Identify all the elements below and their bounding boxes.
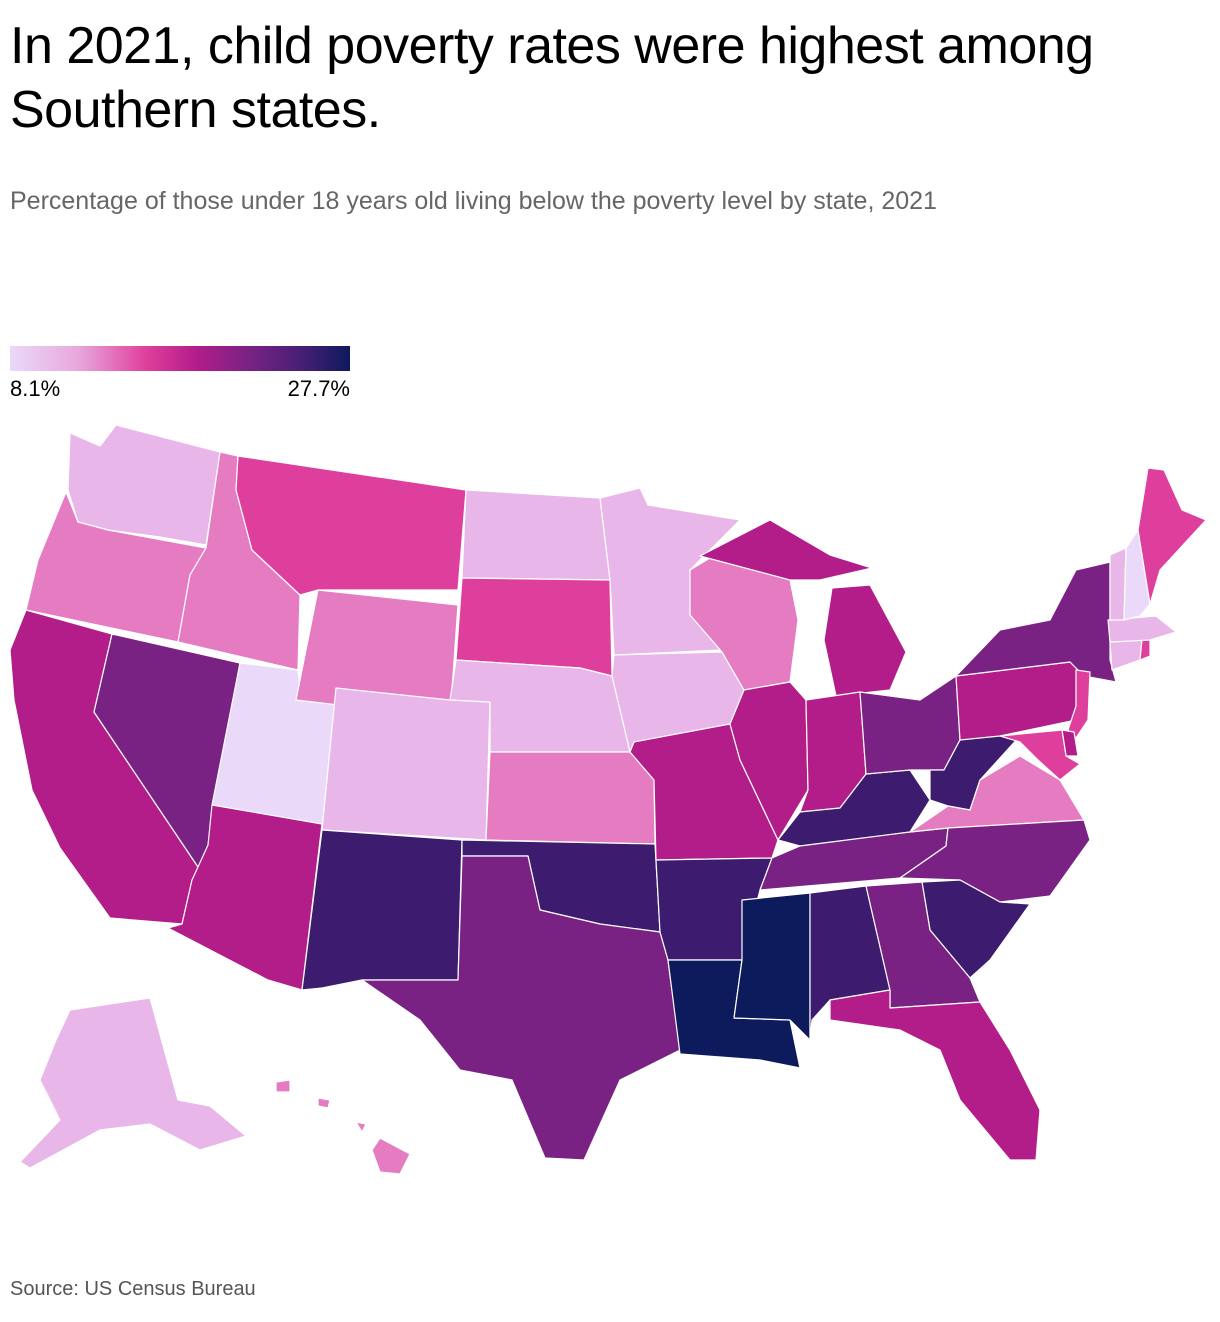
- state-vt[interactable]: [1109, 547, 1127, 621]
- state-mi[interactable]: [699, 519, 907, 697]
- state-hi[interactable]: [275, 1079, 411, 1175]
- us-choropleth-map: [0, 420, 1220, 1210]
- map-svg: [9, 424, 1207, 1175]
- state-nc[interactable]: [899, 819, 1091, 903]
- state-nm[interactable]: [301, 829, 463, 991]
- state-ms[interactable]: [733, 892, 811, 1041]
- legend-min-label: 8.1%: [10, 376, 61, 401]
- state-ks[interactable]: [485, 751, 656, 845]
- state-tx[interactable]: [361, 855, 681, 1161]
- chart-subtitle: Percentage of those under 18 years old l…: [10, 187, 937, 215]
- state-md[interactable]: [999, 729, 1081, 781]
- state-ri[interactable]: [1139, 639, 1151, 661]
- state-wv[interactable]: [929, 727, 1021, 811]
- legend-max-label: 27.7%: [287, 376, 350, 401]
- legend-gradient-bar: [10, 346, 350, 371]
- source-note: Source: US Census Bureau: [10, 1278, 256, 1300]
- state-ct[interactable]: [1109, 639, 1143, 671]
- state-il[interactable]: [729, 681, 809, 841]
- state-nd[interactable]: [461, 489, 611, 581]
- state-me[interactable]: [1137, 467, 1207, 605]
- state-nh[interactable]: [1123, 529, 1151, 621]
- state-wa[interactable]: [67, 424, 221, 546]
- state-ak[interactable]: [19, 997, 247, 1169]
- color-legend: 8.1% 27.7%: [10, 346, 350, 406]
- state-co[interactable]: [321, 687, 491, 841]
- chart-title: In 2021, child poverty rates were highes…: [10, 17, 1094, 139]
- state-nj[interactable]: [1067, 669, 1091, 739]
- state-ny[interactable]: [955, 561, 1117, 683]
- state-fl[interactable]: [829, 989, 1041, 1161]
- state-ma[interactable]: [1107, 615, 1177, 643]
